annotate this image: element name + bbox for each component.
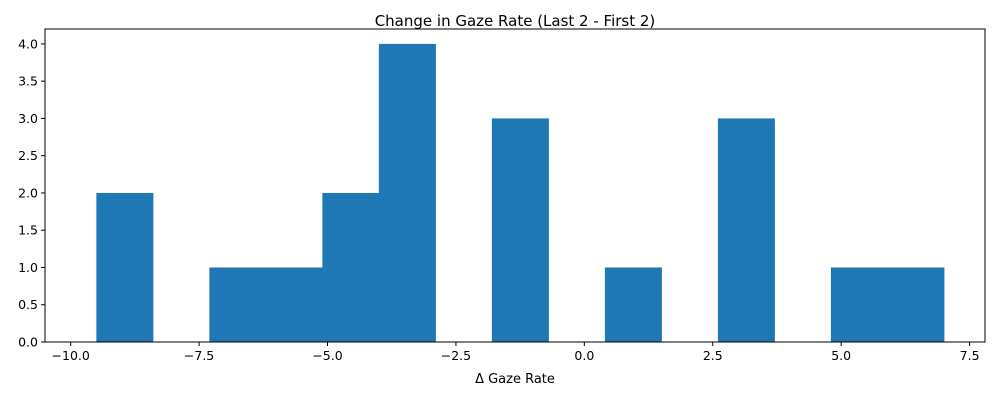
x-tick-label: −7.5 xyxy=(184,348,214,363)
plot-frame xyxy=(44,28,986,343)
x-tick-label: 2.5 xyxy=(703,348,723,363)
histogram-bar-0 xyxy=(96,192,154,342)
x-axis: −10.0 −7.5 −5.0 −2.5 0.0 2.5 5.0 7.5 xyxy=(52,342,980,363)
histogram-bar-4 xyxy=(322,192,380,342)
x-tick-label: 7.5 xyxy=(960,348,980,363)
y-tick-label: 4.0 xyxy=(18,36,38,51)
y-tick-label: 0.0 xyxy=(18,335,38,350)
histogram-bar-2 xyxy=(209,267,267,342)
x-tick-label: −2.5 xyxy=(441,348,471,363)
x-tick-label: 0.0 xyxy=(574,348,594,363)
y-tick-label: 1.0 xyxy=(18,260,38,275)
y-tick-label: 2.0 xyxy=(18,185,38,200)
x-tick-label: 5.0 xyxy=(831,348,851,363)
histogram-bar-14 xyxy=(887,267,945,342)
x-tick-label: −5.0 xyxy=(312,348,342,363)
y-tick-label: 3.0 xyxy=(18,111,38,126)
y-tick-label: 2.5 xyxy=(18,148,38,163)
y-tick-label: 1.5 xyxy=(18,223,38,238)
histogram-bar-3 xyxy=(265,267,323,342)
x-tick-label: −10.0 xyxy=(52,348,90,363)
histogram-bar-9 xyxy=(604,267,662,342)
y-tick-label: 0.5 xyxy=(18,297,38,312)
bars-group xyxy=(96,43,945,343)
histogram-bar-13 xyxy=(830,267,888,342)
y-tick-label: 3.5 xyxy=(18,74,38,89)
y-axis: 0.0 0.5 1.0 1.5 2.0 2.5 3.0 3.5 4.0 xyxy=(18,36,45,350)
chart-title: Change in Gaze Rate (Last 2 - First 2) xyxy=(375,12,656,30)
histogram-bar-7 xyxy=(491,118,549,342)
histogram-bar-11 xyxy=(717,118,775,342)
histogram-bar-5 xyxy=(378,43,436,343)
x-axis-label: Δ Gaze Rate xyxy=(475,372,555,387)
